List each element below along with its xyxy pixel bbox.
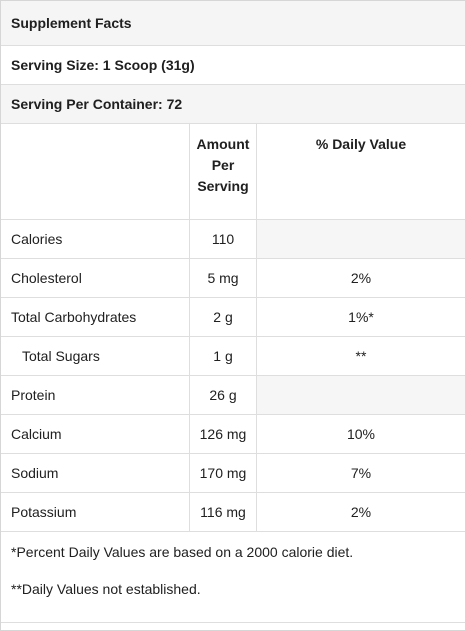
nutrient-name: Calcium [11, 426, 62, 442]
nutrient-amount: 126 mg [189, 415, 257, 453]
serving-size-text: Serving Size: 1 Scoop (31g) [11, 57, 195, 73]
serving-size-row: Serving Size: 1 Scoop (31g) [1, 46, 465, 85]
nutrient-daily-value: ** [355, 348, 367, 364]
column-header-daily-value: % Daily Value [257, 124, 465, 219]
servings-per-container-row: Serving Per Container: 72 [1, 85, 465, 124]
nutrient-name: Protein [11, 387, 56, 403]
nutrient-name: Calories [11, 231, 63, 247]
table-row: Cholesterol 5 mg 2% [1, 259, 465, 298]
nutrient-name: Potassium [11, 504, 77, 520]
nutrient-amount: 2 g [189, 298, 257, 336]
table-row: Calories 110 [1, 220, 465, 259]
nutrient-amount: 26 g [189, 376, 257, 414]
panel-title: Supplement Facts [1, 1, 465, 46]
nutrient-amount: 1 g [189, 337, 257, 375]
nutrient-name: Cholesterol [11, 270, 82, 286]
footnote-not-established: **Daily Values not established. [11, 581, 201, 597]
table-row: Sodium 170 mg 7% [1, 454, 465, 493]
nutrient-daily-value: 10% [346, 426, 376, 442]
footnotes-section: *Percent Daily Values are based on a 200… [1, 532, 465, 623]
title-text: Supplement Facts [11, 15, 132, 31]
column-header-nutrient [1, 124, 189, 219]
nutrient-daily-value [257, 376, 465, 414]
nutrient-amount: 116 mg [189, 493, 257, 531]
table-row: Total Sugars 1 g ** [1, 337, 465, 376]
table-row: Calcium 126 mg 10% [1, 415, 465, 454]
nutrient-daily-value [257, 220, 465, 258]
nutrient-daily-value: 2% [350, 504, 372, 520]
daily-value-header: % Daily Value [315, 136, 407, 152]
nutrient-daily-value: 2% [350, 270, 372, 286]
table-row: Potassium 116 mg 2% [1, 493, 465, 532]
table-row: Total Carbohydrates 2 g 1%* [1, 298, 465, 337]
amount-header-line: Serving [197, 178, 249, 194]
nutrient-daily-value: 7% [350, 465, 372, 481]
servings-per-container-text: Serving Per Container: 72 [11, 96, 183, 112]
nutrient-name: Sodium [11, 465, 59, 481]
nutrient-amount: 110 [189, 220, 257, 258]
footnote-percent: *Percent Daily Values are based on a 200… [11, 544, 354, 560]
nutrient-amount: 170 mg [189, 454, 257, 492]
column-header-amount: Amount Per Serving [189, 124, 257, 219]
table-row: Protein 26 g [1, 376, 465, 415]
amount-header-line: Amount [196, 136, 250, 152]
nutrient-name: Total Carbohydrates [11, 309, 137, 325]
nutrient-amount: 5 mg [189, 259, 257, 297]
amount-header-line: Per [211, 157, 235, 173]
nutrient-daily-value: 1%* [348, 309, 374, 325]
column-header-row: Amount Per Serving % Daily Value [1, 124, 465, 220]
nutrient-name: Total Sugars [22, 348, 100, 364]
